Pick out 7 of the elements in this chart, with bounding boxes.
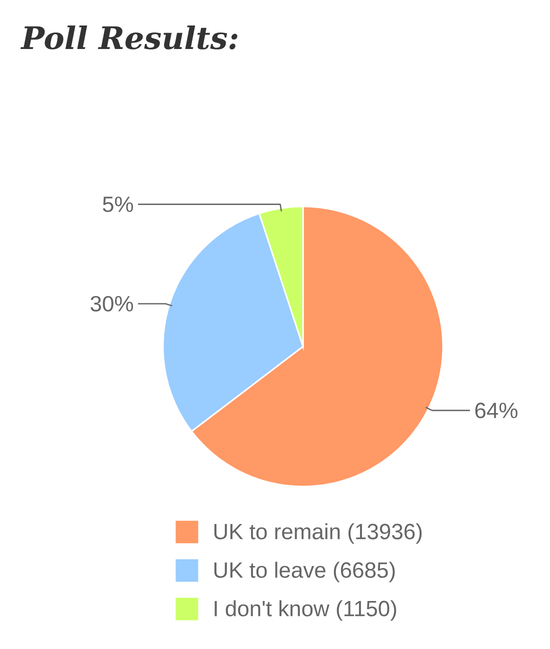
legend-label: UK to remain (13936): [214, 523, 422, 544]
data-label: 30%: [90, 296, 134, 312]
data-label: 64%: [475, 402, 518, 418]
chart-title: Poll Results:: [20, 25, 238, 50]
data-label: 5%: [102, 196, 134, 212]
legend-label: UK to leave (6685): [214, 562, 395, 582]
legend-label: I don't know (1150): [214, 600, 396, 621]
